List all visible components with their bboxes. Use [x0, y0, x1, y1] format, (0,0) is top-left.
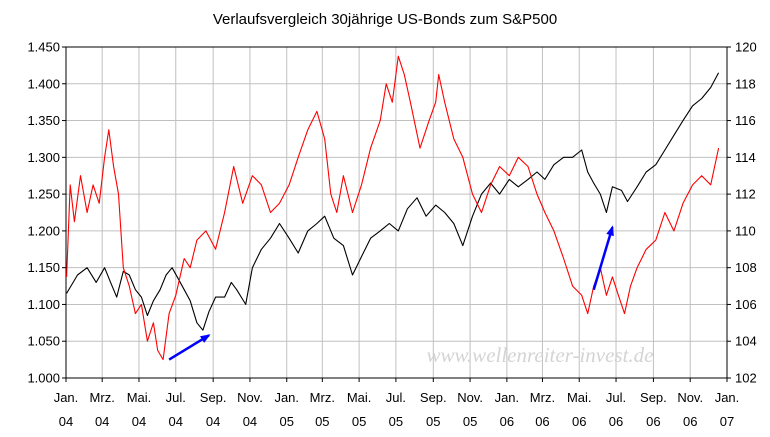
y-left-tick-label-5: 1.250: [27, 187, 60, 202]
x-tick-year-1: 04: [95, 414, 109, 429]
grid: [65, 46, 728, 379]
annotation-arrowhead-0: [200, 334, 211, 343]
x-tick-month-3: Jul.: [166, 390, 186, 405]
series-line-0: [66, 72, 720, 331]
y-right-tick-label-4: 110: [735, 223, 756, 238]
x-tick-year-15: 06: [609, 414, 623, 429]
y-left-tick-label-6: 1.300: [27, 150, 60, 165]
y-right-tick-label-8: 118: [735, 76, 756, 91]
x-tick-month-6: Jan.: [274, 390, 299, 405]
annotation-layer: [168, 225, 614, 361]
x-tick-month-14: Mai.: [567, 390, 592, 405]
y-axis-left: 1.000 1.050 1.100 1.150 1.200 1.250 1.300 1.350…: [27, 40, 66, 386]
x-tick-year-18: 07: [720, 414, 734, 429]
y-left-tick-label-3: 1.150: [27, 260, 60, 275]
watermark: www.wellenreiter-invest.de: [426, 343, 653, 367]
y-axis-right: 102 104 106 108 110 112 114 116 118 120: [727, 40, 757, 386]
y-right-tick-label-9: 120: [735, 40, 757, 55]
x-tick-month-0: Jan.: [54, 390, 79, 405]
x-tick-month-7: Mrz.: [310, 390, 335, 405]
x-tick-year-0: 04: [59, 414, 73, 429]
x-tick-month-10: Sep.: [420, 390, 447, 405]
y-right-tick-label-5: 112: [735, 187, 756, 202]
x-axis: Jan. 04 Mrz. 04 Mai. 04 Jul. 04 Sep. 04 Nov. 04 Jan.…: [54, 378, 740, 429]
x-tick-month-15: Jul.: [606, 390, 626, 405]
x-tick-month-1: Mrz.: [90, 390, 115, 405]
x-tick-month-9: Jul.: [386, 390, 406, 405]
x-tick-year-9: 05: [389, 414, 403, 429]
x-tick-year-11: 05: [463, 414, 477, 429]
x-tick-month-12: Jan.: [495, 390, 520, 405]
y-right-tick-label-3: 108: [735, 260, 757, 275]
y-left-tick-label-1: 1.050: [27, 334, 60, 349]
chart-title: Verlaufsvergleich 30jährige US-Bonds zum…: [213, 11, 557, 28]
y-left-tick-label-7: 1.350: [27, 113, 60, 128]
x-tick-year-17: 06: [683, 414, 697, 429]
x-tick-year-4: 04: [206, 414, 220, 429]
y-left-tick-label-9: 1.450: [27, 40, 60, 55]
x-tick-year-8: 05: [352, 414, 366, 429]
y-right-tick-label-7: 116: [735, 113, 756, 128]
x-tick-year-13: 06: [535, 414, 549, 429]
x-tick-month-18: Jan.: [715, 390, 740, 405]
x-tick-year-14: 06: [572, 414, 586, 429]
series-line-1: [66, 55, 720, 361]
x-tick-month-11: Nov.: [457, 390, 483, 405]
x-tick-month-13: Mrz.: [530, 390, 555, 405]
x-tick-month-4: Sep.: [200, 390, 227, 405]
x-tick-year-10: 05: [426, 414, 440, 429]
plot-area: [65, 46, 728, 379]
annotation-arrow-1: [592, 226, 614, 291]
x-tick-year-3: 04: [169, 414, 183, 429]
x-tick-month-5: Nov.: [237, 390, 263, 405]
y-left-tick-label-2: 1.100: [27, 297, 60, 312]
y-right-tick-label-1: 104: [735, 334, 757, 349]
y-right-tick-label-2: 106: [735, 297, 757, 312]
y-right-tick-label-6: 114: [735, 150, 756, 165]
x-tick-year-5: 04: [243, 414, 257, 429]
x-tick-month-16: Sep.: [640, 390, 667, 405]
y-left-tick-label-8: 1.400: [27, 76, 60, 91]
annotation-arrowhead-1: [606, 225, 614, 237]
y-left-tick-label-4: 1.200: [27, 223, 60, 238]
x-tick-month-2: Mai.: [127, 390, 152, 405]
x-tick-month-17: Nov.: [677, 390, 703, 405]
x-tick-year-6: 05: [280, 414, 294, 429]
x-tick-year-16: 06: [646, 414, 660, 429]
y-left-tick-label-0: 1.000: [27, 371, 60, 386]
x-tick-year-7: 05: [315, 414, 329, 429]
x-tick-month-8: Mai.: [347, 390, 372, 405]
series-layer: [66, 55, 720, 361]
y-right-tick-label-0: 102: [735, 371, 757, 386]
x-tick-year-12: 06: [500, 414, 514, 429]
x-tick-year-2: 04: [132, 414, 146, 429]
